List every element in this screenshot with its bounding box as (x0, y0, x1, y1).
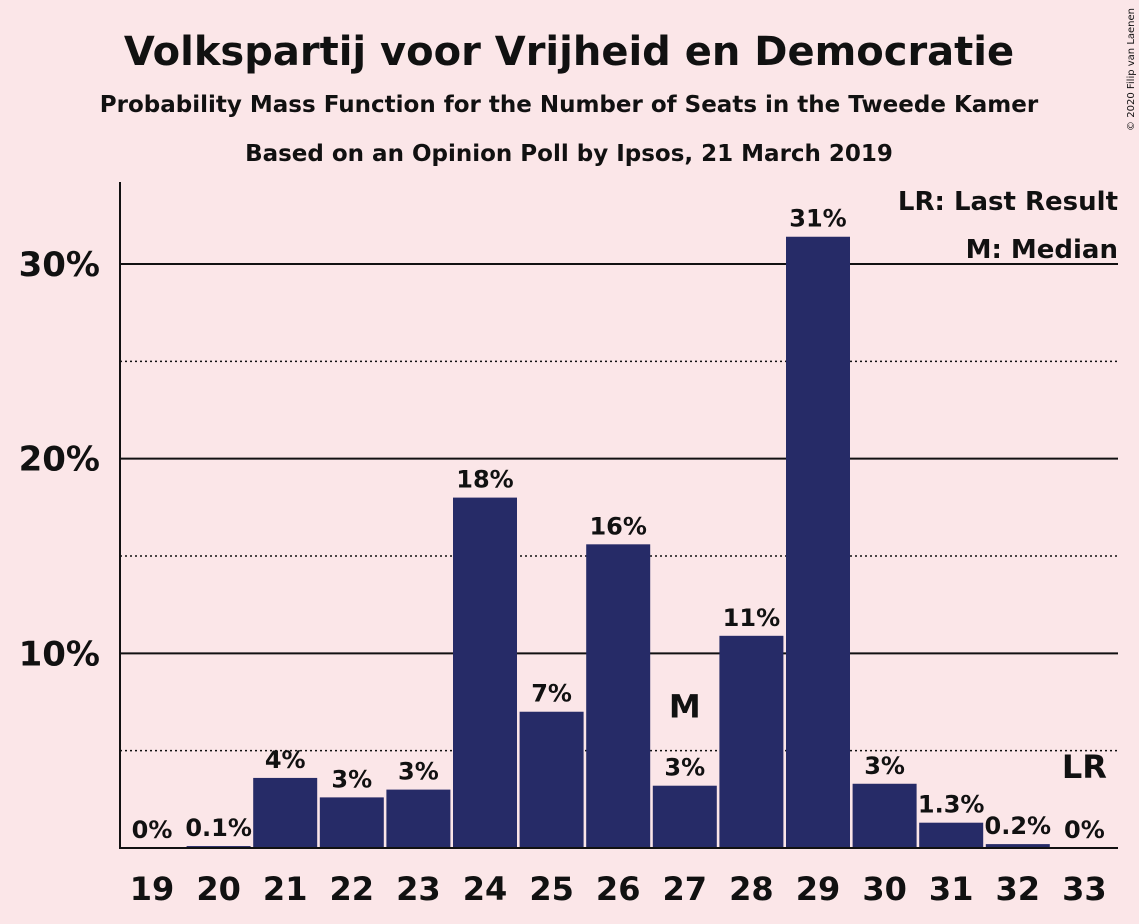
bar (919, 822, 984, 848)
chart-title: Volkspartij voor Vrijheid en Democratie (124, 29, 1014, 75)
x-tick-label: 33 (1062, 870, 1107, 908)
bar (985, 844, 1050, 848)
x-tick-label: 22 (330, 870, 375, 908)
median-marker: M (669, 688, 701, 726)
bar (319, 797, 384, 848)
data-label: 0% (1064, 816, 1105, 844)
data-label: 4% (265, 746, 306, 774)
legend-median: M: Median (966, 235, 1118, 265)
x-tick-label: 28 (729, 870, 774, 908)
bar (586, 544, 651, 848)
x-tick-label: 32 (996, 870, 1041, 908)
x-tick-label: 25 (529, 870, 574, 908)
bar (519, 711, 584, 848)
data-label: 0% (132, 816, 173, 844)
bar (253, 777, 318, 848)
x-tick-label: 19 (130, 870, 175, 908)
data-label: 16% (589, 512, 646, 540)
x-tick-label: 21 (263, 870, 308, 908)
data-label: 3% (664, 754, 705, 782)
bar (386, 789, 451, 848)
y-tick-label: 30% (19, 245, 100, 285)
data-label: 3% (398, 758, 439, 786)
last-result-marker: LR (1062, 748, 1107, 786)
axes: 10% 20% 30% 19 20 21 22 23 24 25 26 27 28 29 30 31 32 33 (19, 182, 1118, 908)
legend-last-result: LR: Last Result (898, 187, 1118, 217)
data-label: 0.2% (985, 812, 1052, 840)
bar (852, 783, 917, 848)
bar (786, 236, 850, 848)
chart-subtitle: Probability Mass Function for the Number… (100, 92, 1039, 118)
bar (453, 497, 517, 848)
data-label: 3% (331, 765, 372, 793)
x-tick-label: 26 (596, 870, 641, 908)
x-tick-label: 30 (862, 870, 907, 908)
copyright: © 2020 Filip van Laenen (1126, 8, 1137, 131)
y-tick-label: 10% (19, 634, 100, 674)
chart-source: Based on an Opinion Poll by Ipsos, 21 Ma… (245, 141, 893, 167)
x-tick-label: 29 (796, 870, 841, 908)
y-tick-label: 20% (19, 440, 100, 480)
data-label: 7% (531, 680, 572, 708)
data-label: 3% (864, 752, 905, 780)
data-label: 31% (789, 205, 846, 233)
x-tick-label: 20 (196, 870, 241, 908)
data-label: 11% (723, 604, 780, 632)
data-label: 18% (456, 466, 513, 494)
data-label: 1.3% (918, 791, 985, 819)
x-tick-label: 31 (929, 870, 974, 908)
bar (719, 635, 784, 848)
bars (186, 236, 1050, 848)
legend: LR: Last Result M: Median (898, 187, 1118, 265)
x-tick-label: 24 (463, 870, 508, 908)
x-tick-label: 27 (663, 870, 708, 908)
x-tick-label: 23 (396, 870, 441, 908)
data-labels: 0% 0.1% 4% 3% 3% 18% 7% 16% 3% M 11% 31% 3% 1.3%0.2% 0… (132, 205, 1107, 844)
bar (652, 785, 717, 848)
data-label: 0.1% (185, 814, 252, 842)
